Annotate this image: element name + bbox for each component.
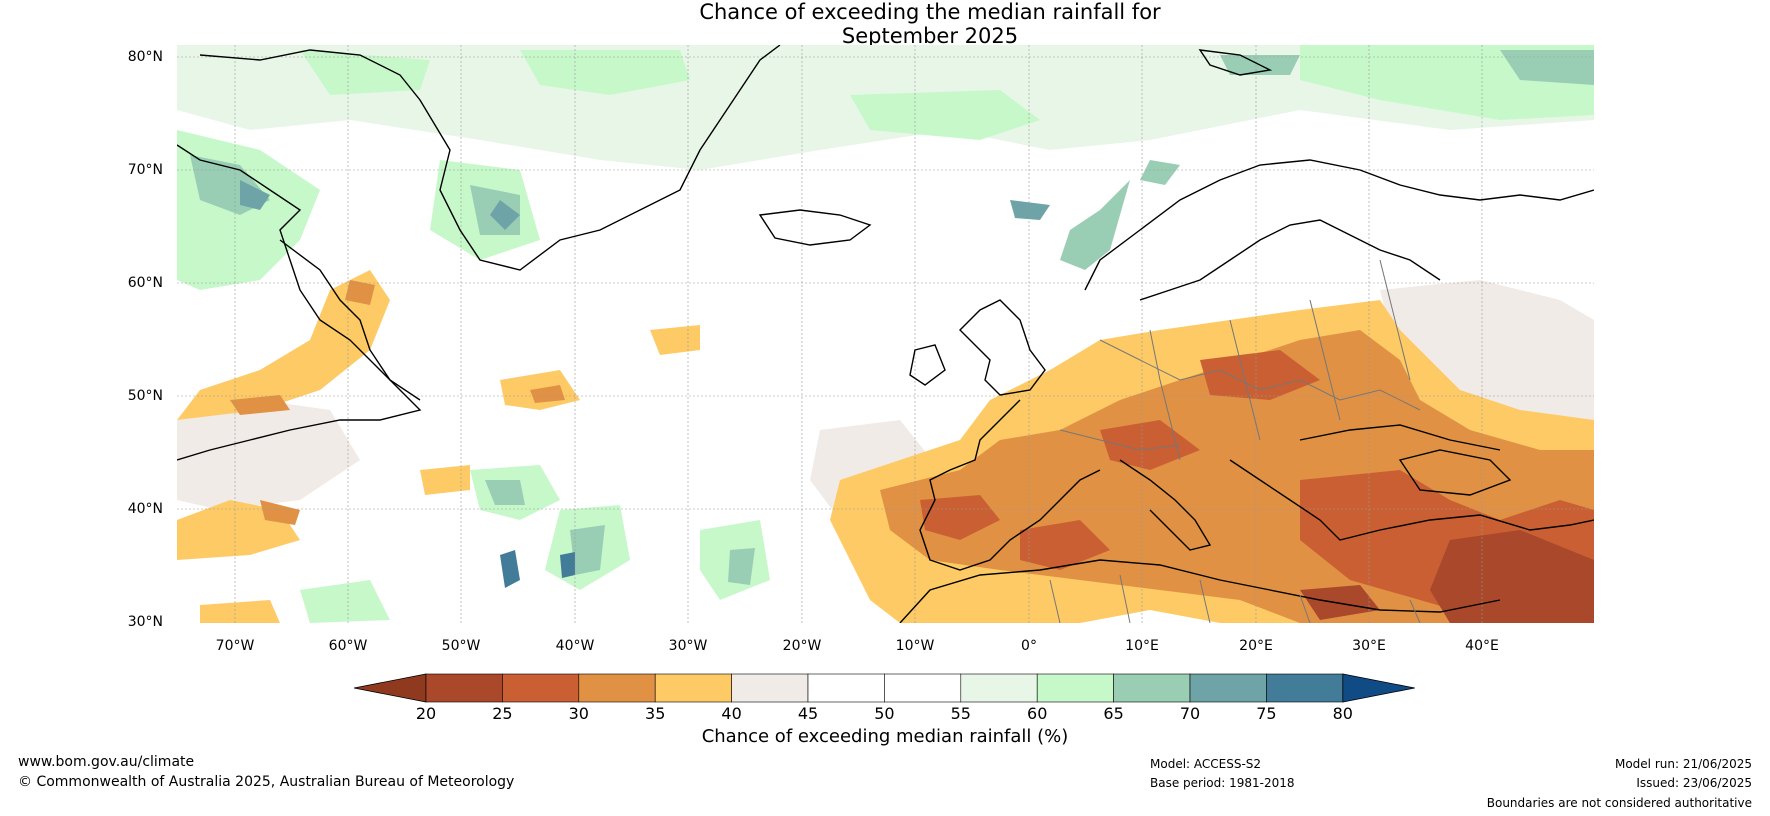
orange-region-west xyxy=(177,270,700,623)
country-borders xyxy=(1049,259,1421,623)
lat-tick: 70°N xyxy=(128,162,163,178)
colorbar-tick-label: 80 xyxy=(1333,704,1353,723)
colorbar-segment xyxy=(654,673,732,703)
title-line2: September 2025 xyxy=(841,24,1019,48)
colorbar-segment xyxy=(807,673,885,703)
colorbar-tick-label: 30 xyxy=(569,704,589,723)
colorbar-tick-label: 50 xyxy=(874,704,894,723)
colorbar-tick-label: 75 xyxy=(1256,704,1276,723)
map-title: Chance of exceeding the median rainfall … xyxy=(0,0,1770,48)
lon-tick: 10°E xyxy=(1125,638,1159,654)
colorbar-tick-label: 70 xyxy=(1180,704,1200,723)
lon-tick: 10°W xyxy=(896,638,935,654)
colorbar-segment xyxy=(731,673,809,703)
beige-region xyxy=(177,280,1594,620)
colorbar-extend-low xyxy=(353,673,427,703)
orange-region-europe-3 xyxy=(920,350,1594,623)
lon-tick: 50°W xyxy=(442,638,481,654)
lon-tick: 40°E xyxy=(1465,638,1499,654)
coastlines xyxy=(177,45,1594,623)
colorbar-segment xyxy=(1189,673,1267,703)
lat-tick: 30°N xyxy=(128,614,163,630)
website-text: www.bom.gov.au/climate xyxy=(18,754,195,770)
colorbar-segment xyxy=(1113,673,1191,703)
blue-region-atlantic xyxy=(500,550,575,588)
colorbar-segment xyxy=(502,673,580,703)
colorbar-segment xyxy=(578,673,656,703)
lon-tick: 30°W xyxy=(669,638,708,654)
lon-tick: 20°W xyxy=(783,638,822,654)
lat-axis-labels: 80°N 70°N 60°N 50°N 40°N 30°N xyxy=(128,49,163,630)
lat-tick: 50°N xyxy=(128,388,163,404)
base-period-text: Base period: 1981-2018 xyxy=(1150,776,1295,790)
disclaimer-text: Boundaries are not considered authoritat… xyxy=(1486,796,1752,810)
colorbar-tick-label: 20 xyxy=(416,704,436,723)
red-region-east xyxy=(1300,530,1594,623)
colorbar-tick-label: 45 xyxy=(798,704,818,723)
green-region-north-2 xyxy=(300,45,1594,140)
lon-tick: 40°W xyxy=(556,638,595,654)
copyright-text: © Commonwealth of Australia 2025, Austra… xyxy=(18,774,515,790)
model-run-text: Model run: 21/06/2025 xyxy=(1614,757,1752,771)
lat-tick: 40°N xyxy=(128,501,163,517)
colorbar-segment xyxy=(425,673,503,703)
title-line1: Chance of exceeding the median rainfall … xyxy=(699,0,1161,24)
lon-tick: 60°W xyxy=(329,638,368,654)
colorbar-extend-high xyxy=(1342,673,1415,703)
colorbar-label: Chance of exceeding median rainfall (%) xyxy=(701,726,1069,747)
lon-tick: 70°W xyxy=(216,638,255,654)
model-text: Model: ACCESS-S2 xyxy=(1150,757,1262,771)
colorbar-tick-label: 55 xyxy=(951,704,971,723)
lat-tick: 80°N xyxy=(128,49,163,65)
colorbar-segment xyxy=(1036,673,1114,703)
map-panel xyxy=(177,45,1594,623)
colorbar-tick-label: 35 xyxy=(645,704,665,723)
colorbar-tick-label: 25 xyxy=(492,704,512,723)
colorbar-segment xyxy=(960,673,1038,703)
colorbar-segment xyxy=(1266,673,1344,703)
colorbar: 20 25 30 35 40 45 50 55 60 65 70 75 80 xyxy=(353,673,1415,723)
lon-tick: 20°E xyxy=(1239,638,1273,654)
lon-tick: 0° xyxy=(1021,638,1037,654)
lon-axis-labels: 70°W 60°W 50°W 40°W 30°W 20°W 10°W 0° 10… xyxy=(216,638,1499,654)
lon-tick: 30°E xyxy=(1352,638,1386,654)
issued-text: Issued: 23/06/2025 xyxy=(1636,776,1752,790)
colorbar-tick-label: 65 xyxy=(1103,704,1123,723)
lat-tick: 60°N xyxy=(128,275,163,291)
colorbar-segment xyxy=(884,673,962,703)
colorbar-tick-label: 60 xyxy=(1027,704,1047,723)
green-region-atlantic-2 xyxy=(485,480,755,585)
green-region-atlantic xyxy=(300,465,770,623)
green-region-north-3 xyxy=(1060,50,1594,270)
colorbar-tick-label: 40 xyxy=(721,704,741,723)
